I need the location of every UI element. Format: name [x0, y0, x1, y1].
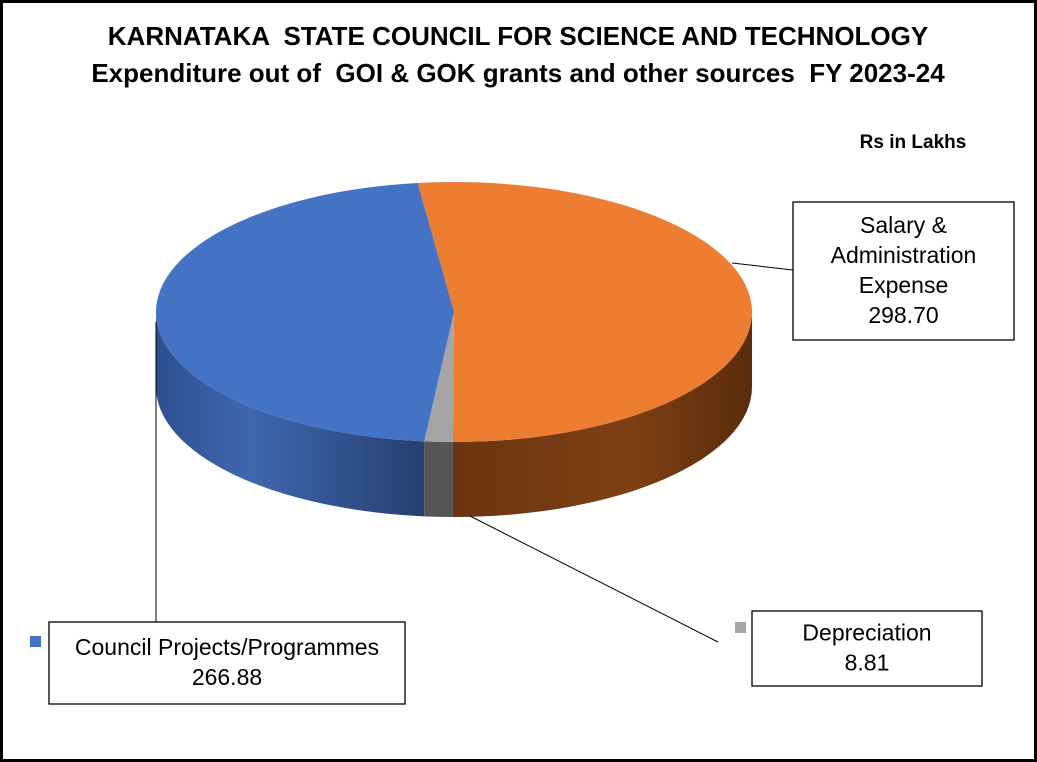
callout-box-2: [48, 621, 406, 705]
pie-side-0: [452, 312, 752, 518]
chart-subtitle: Expenditure out of GOI & GOK grants and …: [91, 58, 945, 88]
slice-value-label-2: 266.88: [192, 664, 262, 690]
callouts: Salary & Administration Expense 298.70 Depre…: [30, 201, 1015, 705]
slice-category-label-0: Salary &: [860, 212, 947, 238]
slice-value-label-0: 298.70: [868, 302, 938, 328]
pie-side-2: [156, 312, 425, 517]
leader-line-0: [731, 262, 794, 271]
pie-slice-0: [417, 181, 752, 443]
pie-side-1: [424, 441, 453, 517]
slice-value-label-1: 8.81: [845, 650, 890, 676]
slice-category-label-2: Council Projects/Programmes: [75, 634, 379, 660]
pie-slice-2: [156, 182, 454, 442]
callout-box-1: [751, 610, 983, 687]
chart-title: KARNATAKA STATE COUNCIL FOR SCIENCE AND …: [108, 21, 928, 51]
slice-category-label-1: Depreciation: [802, 620, 931, 646]
pie-slice-1: [424, 312, 454, 442]
legend-key-1: [735, 622, 746, 633]
callout-box-0: [792, 201, 1015, 341]
legend-key-2: [30, 636, 41, 647]
unit-note: Rs in Lakhs: [860, 132, 967, 153]
leader-line-1: [469, 515, 719, 643]
pie-slices: [156, 181, 752, 518]
slice-category-label-0: Administration: [831, 242, 977, 268]
slice-category-label-0: Expense: [859, 272, 949, 298]
